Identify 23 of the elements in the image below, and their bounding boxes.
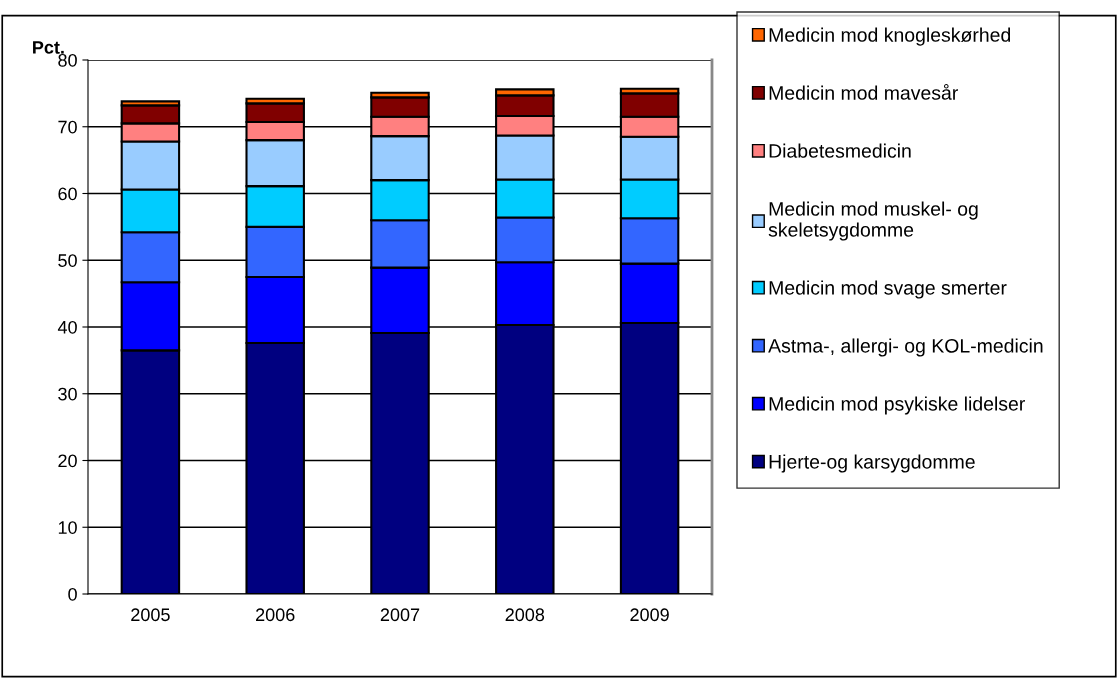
legend-label: Medicin mod psykiske lidelser <box>769 396 1025 415</box>
x-tick-label: 2009 <box>630 608 669 622</box>
y-tick-label: 40 <box>57 320 77 334</box>
y-tick-label: 70 <box>58 120 77 134</box>
legend-label: Medicin mod knogleskørhed <box>769 27 1011 46</box>
y-tick-label: 50 <box>58 254 77 267</box>
legend-label: Medicin mod muskel- og skeletsygdomme <box>768 201 978 241</box>
y-axis-title: Pct. <box>33 41 64 54</box>
x-tick-label: 2005 <box>131 608 170 622</box>
x-tick-label: 2008 <box>505 608 545 622</box>
y-tick-label: 20 <box>58 454 77 468</box>
y-tick-label: 80 <box>58 53 77 67</box>
legend-label: Hjerte-og karsygdomme <box>769 454 975 473</box>
y-tick-label: 60 <box>58 187 77 201</box>
y-tick-label: 0 <box>68 587 77 601</box>
x-tick-label: 2006 <box>256 608 295 622</box>
x-tick-label: 2007 <box>380 608 420 622</box>
legend-label: Astma-, allergi- og KOL-medicin <box>768 338 1043 357</box>
legend-label: Diabetesmedicin <box>769 143 911 158</box>
legend-label: Medicin mod mavesår <box>769 83 958 100</box>
legend-label: Medicin mod svage smerter <box>769 280 1007 299</box>
y-tick-label: 10 <box>58 521 77 534</box>
y-tick-label: 30 <box>58 387 77 401</box>
